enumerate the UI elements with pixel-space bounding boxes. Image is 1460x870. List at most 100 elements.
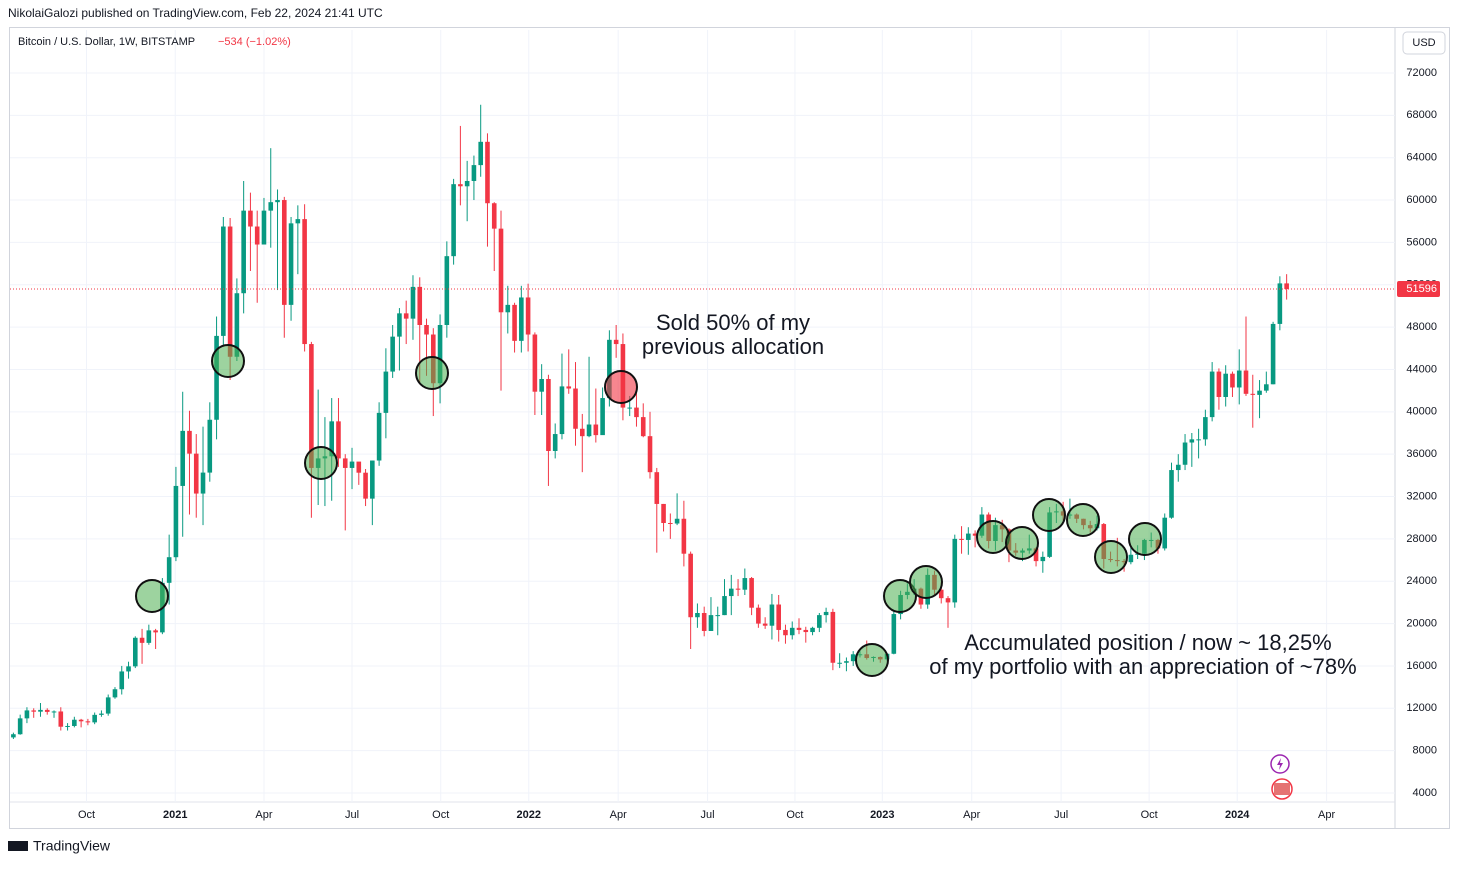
candle-body: [512, 304, 517, 341]
candle-body: [762, 623, 768, 626]
candle-body: [966, 533, 971, 540]
x-tick-label: 2023: [870, 809, 894, 821]
currency-button[interactable]: [1402, 31, 1446, 55]
annotation: of my portfolio with an appreciation of …: [929, 654, 1356, 679]
buy-marker: [976, 520, 1010, 554]
candle-body: [424, 324, 429, 335]
candle-body: [1270, 323, 1276, 385]
candle-body: [261, 210, 267, 245]
y-tick-label: 36000: [1406, 448, 1437, 460]
y-tick-label: 32000: [1406, 490, 1437, 502]
buy-marker: [1094, 540, 1128, 574]
candle-body: [1175, 464, 1181, 471]
annotation: Sold 50% of my: [656, 310, 810, 335]
flag-icon: [1274, 783, 1290, 795]
candle-body: [661, 503, 666, 523]
buy-marker: [909, 565, 943, 599]
candle-body: [342, 458, 348, 468]
candle-body: [830, 611, 836, 663]
candle-body: [647, 436, 653, 473]
candle-body: [451, 184, 456, 257]
candle-body: [505, 304, 511, 313]
x-tick-label: Jul: [345, 809, 359, 821]
buy-marker: [135, 579, 169, 613]
currency[interactable]: USD: [1412, 37, 1435, 49]
candle-body: [11, 734, 16, 738]
candle-body: [187, 430, 192, 454]
candle-body: [796, 627, 802, 630]
candle-body: [281, 200, 287, 305]
candle-body: [126, 666, 131, 672]
candle-body: [1250, 393, 1256, 395]
candle-body: [715, 615, 721, 617]
x-tick-label: 2022: [517, 809, 541, 821]
candle-body: [1162, 517, 1168, 549]
y-tick-label: 56000: [1406, 236, 1437, 248]
candle-body: [78, 719, 84, 722]
candle-body: [938, 589, 944, 599]
candle-body: [65, 725, 70, 727]
y-tick-label: 24000: [1406, 575, 1437, 587]
candle-body: [674, 518, 680, 524]
candle-body: [1236, 370, 1242, 388]
x-tick-label: 2021: [163, 809, 187, 821]
candle-body: [783, 629, 788, 636]
candle-body: [99, 713, 104, 715]
y-tick-label: 16000: [1406, 660, 1437, 672]
candle-body: [1277, 283, 1283, 324]
candle-body: [776, 604, 781, 630]
candle-body: [356, 461, 362, 473]
x-tick-label: 2024: [1225, 809, 1250, 821]
x-tick-label: Oct: [786, 809, 803, 821]
candle-body: [600, 398, 605, 436]
symbol: Bitcoin / U.S. Dollar, 1W, BITSTAMP: [18, 36, 195, 48]
x-tick-label: Oct: [432, 809, 449, 821]
candle-body: [370, 460, 375, 499]
candle-body: [491, 203, 497, 229]
candles: [11, 104, 1289, 739]
candle-body: [708, 615, 714, 631]
candle-body: [221, 226, 226, 336]
candle-body: [1189, 439, 1195, 443]
candle-body: [24, 710, 30, 719]
candle-body: [654, 472, 660, 504]
candle-body: [193, 453, 199, 494]
candle-body: [51, 711, 57, 713]
candle-body: [349, 461, 355, 468]
sell-marker: [604, 370, 638, 404]
candle-body: [539, 378, 544, 392]
candle-body: [248, 210, 253, 227]
candle-body: [146, 630, 152, 643]
candle-body: [166, 557, 172, 583]
candle-body: [573, 388, 578, 429]
buy-marker: [211, 344, 245, 378]
candle-body: [668, 522, 673, 524]
buy-marker: [883, 579, 917, 613]
candle-body: [31, 710, 37, 712]
candle-body: [701, 612, 707, 631]
candle-body: [363, 472, 368, 499]
candle-body: [586, 424, 592, 437]
candle-body: [417, 286, 423, 325]
buy-marker: [1128, 522, 1162, 556]
candle-body: [254, 226, 260, 245]
y-tick-label: 40000: [1406, 406, 1437, 418]
candle-body: [695, 612, 700, 618]
last-price-box: [1397, 281, 1440, 298]
candle-body: [593, 424, 599, 436]
candle-body: [390, 336, 395, 372]
annotation-circles: [135, 344, 1162, 677]
candle-body: [1209, 371, 1215, 418]
candle-body: [227, 226, 233, 357]
candle-body: [180, 430, 186, 486]
candle-body: [173, 485, 179, 558]
buy-marker: [1032, 498, 1066, 532]
candle-body: [485, 141, 490, 204]
y-tick-label: 44000: [1406, 363, 1437, 375]
candle-body: [1047, 512, 1052, 557]
candle-body: [1128, 554, 1134, 563]
x-tick-label: Jul: [701, 809, 715, 821]
candle-body: [214, 335, 219, 420]
candle-body: [749, 578, 754, 608]
x-tick-label: Oct: [78, 809, 95, 821]
